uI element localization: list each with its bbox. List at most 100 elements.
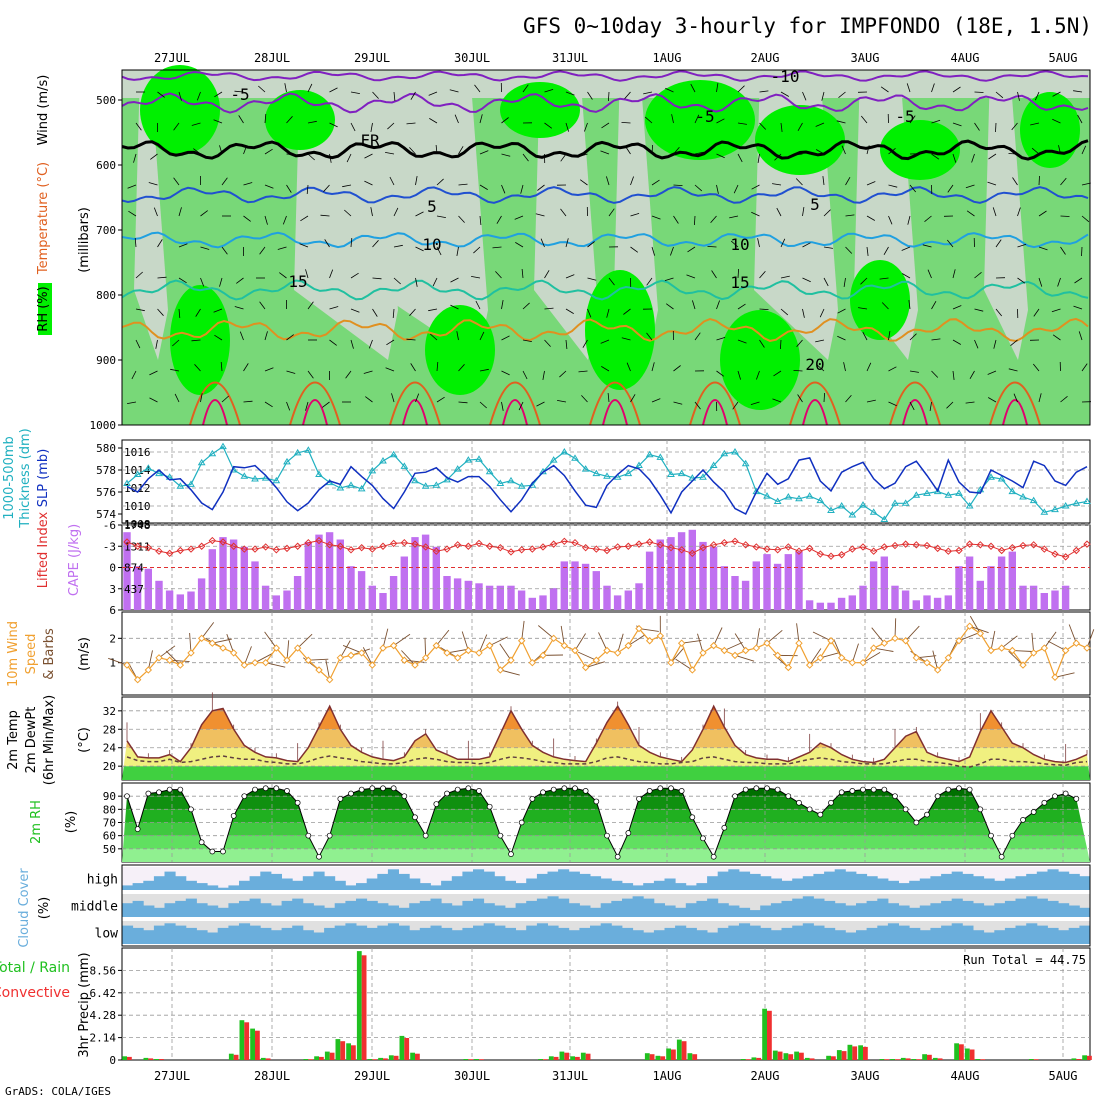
wind-marker	[1083, 644, 1091, 652]
wind-barb	[638, 628, 659, 632]
wind-marker	[293, 644, 302, 652]
cloud-bar	[653, 903, 665, 917]
wind-barb	[521, 268, 524, 279]
cape-bar	[880, 556, 888, 610]
wind-barb	[277, 246, 287, 250]
wind-barb	[821, 91, 825, 101]
wind-barb	[557, 400, 567, 403]
wind-marker	[965, 622, 974, 630]
slp-marker	[336, 484, 345, 491]
precip-total-bar	[666, 1048, 671, 1060]
wind-barb	[320, 214, 330, 217]
isotherm-line	[121, 70, 1089, 82]
precip-ylabel-2: Convective	[0, 985, 70, 1001]
precip-conv-bar	[372, 1059, 378, 1060]
wind-barb	[150, 153, 158, 160]
wind-barb	[393, 91, 396, 102]
wind-ylabel-2: Speed	[24, 634, 39, 675]
cape-bar	[283, 590, 291, 610]
cape-bar	[1061, 585, 1070, 610]
li-marker	[165, 549, 174, 558]
rh-marker	[881, 786, 888, 793]
wind-barb	[1060, 395, 1068, 403]
wind-barb	[415, 393, 420, 403]
chart-title: GFS 0~10day 3-hourly for IMPFONDO (18E, …	[523, 14, 1092, 38]
wind-barb	[816, 364, 825, 372]
wind-barb	[243, 182, 253, 186]
cape-bar	[837, 597, 846, 610]
rh-moist-region	[1020, 92, 1080, 168]
wind-barb	[574, 633, 586, 651]
wind-barb	[1032, 363, 1040, 372]
wind-marker	[987, 646, 995, 655]
cloud-bar	[324, 927, 336, 944]
wind-barb	[1060, 177, 1067, 186]
wind-barb	[780, 308, 789, 316]
wind-barb	[450, 277, 459, 283]
wind-barb	[243, 400, 253, 403]
cloud-bar	[207, 932, 219, 944]
wind-barb	[537, 184, 545, 191]
li-marker	[816, 550, 825, 558]
rh-marker	[230, 813, 237, 819]
wind-marker	[976, 629, 985, 638]
slp-marker	[901, 499, 910, 506]
wind-barb	[430, 333, 438, 341]
cloud-bar	[143, 930, 155, 944]
wind-barb	[952, 370, 955, 380]
y-tick-label: 2.14	[90, 1032, 117, 1045]
wind-barb	[265, 662, 286, 668]
li-marker	[176, 546, 185, 555]
rh-marker	[988, 832, 994, 839]
wind-barb	[286, 370, 296, 374]
cloud-bar	[302, 876, 314, 890]
wind-barb	[737, 122, 747, 125]
cape-bar	[997, 556, 1006, 610]
temp-band	[122, 729, 1090, 748]
cloud-bar	[824, 900, 836, 917]
wind-barb	[1051, 308, 1061, 313]
wind-barb	[841, 145, 846, 155]
slp-marker	[848, 511, 857, 518]
wind-barb	[690, 83, 696, 93]
cloud-bar	[611, 925, 623, 944]
li-marker	[795, 547, 803, 555]
precip-conv-bar	[553, 1056, 559, 1060]
cloud-bar	[1036, 871, 1048, 890]
wind-marker	[517, 637, 526, 645]
y-tick-label: 0	[109, 562, 116, 575]
wind-barb	[737, 268, 739, 279]
wind-barb	[149, 397, 158, 403]
precip-total-bar	[772, 1050, 778, 1060]
wind-barb	[675, 658, 693, 671]
wind-barb	[881, 302, 889, 310]
contour-label: 10	[422, 235, 441, 254]
y-tick-label: 500	[96, 94, 116, 107]
wind-barb	[1058, 145, 1061, 155]
li-marker	[1083, 540, 1091, 548]
cape-bar	[613, 595, 622, 610]
li-marker	[923, 541, 931, 550]
wind-barb	[623, 308, 631, 315]
li-marker	[635, 540, 643, 548]
wind-barb	[324, 239, 330, 248]
precip-total-bar	[324, 1051, 330, 1060]
cloud-bar	[143, 880, 155, 890]
cloud-bar	[1015, 876, 1027, 890]
wind-marker	[731, 651, 739, 660]
wind-barb	[823, 246, 833, 249]
cape-bar	[571, 561, 579, 610]
wind-barb	[1060, 215, 1070, 217]
wind-barb	[966, 210, 975, 217]
rh-marker	[433, 801, 440, 807]
wind-barb	[630, 213, 640, 217]
wind-marker	[283, 656, 291, 664]
cloud-bar	[132, 900, 144, 917]
cloud-bar	[994, 903, 1006, 917]
wind-barb	[606, 176, 610, 186]
wind-barb	[540, 238, 545, 248]
wind-barb	[329, 153, 332, 163]
slp-marker	[187, 480, 195, 487]
cloud-bar	[504, 927, 516, 944]
slp-marker	[773, 497, 782, 504]
